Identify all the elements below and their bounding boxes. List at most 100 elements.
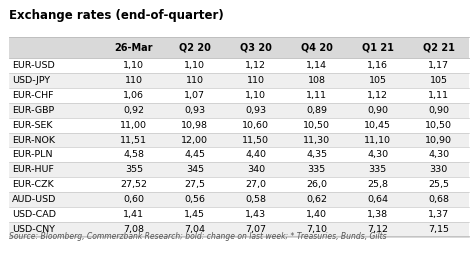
Text: 0,92: 0,92	[123, 106, 144, 115]
Text: 1,11: 1,11	[428, 91, 449, 100]
Text: 335: 335	[308, 165, 326, 174]
Text: EUR-PLN: EUR-PLN	[12, 151, 52, 159]
Text: 10,60: 10,60	[242, 121, 269, 130]
Text: 27,5: 27,5	[184, 180, 205, 189]
Text: 7,15: 7,15	[428, 225, 449, 234]
Text: EUR-SEK: EUR-SEK	[12, 121, 52, 130]
Bar	[9, 37, 469, 58]
Text: 110: 110	[186, 76, 204, 85]
Text: 7,04: 7,04	[184, 225, 205, 234]
Text: 0,90: 0,90	[367, 106, 388, 115]
Text: EUR-CZK: EUR-CZK	[12, 180, 54, 189]
Text: 26,0: 26,0	[306, 180, 327, 189]
Text: Q1 21: Q1 21	[362, 42, 394, 53]
Text: 108: 108	[308, 76, 326, 85]
Text: 1,38: 1,38	[367, 210, 388, 219]
Text: 0,62: 0,62	[306, 195, 327, 204]
Text: 330: 330	[429, 165, 448, 174]
Bar	[9, 177, 469, 192]
Text: 1,43: 1,43	[245, 210, 266, 219]
Text: 10,90: 10,90	[425, 135, 452, 144]
Bar	[9, 88, 469, 103]
Text: EUR-GBP: EUR-GBP	[12, 106, 54, 115]
Text: 1,11: 1,11	[306, 91, 327, 100]
Text: 0,60: 0,60	[123, 195, 144, 204]
Text: 1,14: 1,14	[306, 61, 327, 70]
Text: 0,90: 0,90	[428, 106, 449, 115]
Text: 4,58: 4,58	[123, 151, 144, 159]
Text: 110: 110	[247, 76, 265, 85]
Bar	[9, 147, 469, 162]
Text: 1,10: 1,10	[123, 61, 144, 70]
Bar	[9, 73, 469, 88]
Text: 1,12: 1,12	[245, 61, 266, 70]
Bar	[9, 58, 469, 73]
Text: 4,30: 4,30	[428, 151, 449, 159]
Text: 0,93: 0,93	[184, 106, 205, 115]
Text: 11,10: 11,10	[365, 135, 391, 144]
Text: 1,16: 1,16	[367, 61, 388, 70]
Text: 110: 110	[125, 76, 143, 85]
Text: 335: 335	[369, 165, 387, 174]
Text: 0,89: 0,89	[306, 106, 327, 115]
Text: 0,64: 0,64	[367, 195, 388, 204]
Text: 355: 355	[125, 165, 143, 174]
Text: EUR-CHF: EUR-CHF	[12, 91, 54, 100]
Text: Exchange rates (end-of-quarter): Exchange rates (end-of-quarter)	[9, 9, 224, 22]
Text: 10,50: 10,50	[425, 121, 452, 130]
Text: 11,30: 11,30	[303, 135, 330, 144]
Text: 4,30: 4,30	[367, 151, 388, 159]
Text: Q4 20: Q4 20	[301, 42, 333, 53]
Text: 1,12: 1,12	[367, 91, 388, 100]
Text: Q2 20: Q2 20	[179, 42, 211, 53]
Text: Q3 20: Q3 20	[240, 42, 272, 53]
Bar	[9, 207, 469, 222]
Text: 1,41: 1,41	[123, 210, 144, 219]
Text: EUR-USD: EUR-USD	[12, 61, 55, 70]
Bar	[9, 162, 469, 177]
Text: USD-JPY: USD-JPY	[12, 76, 50, 85]
Text: USD-CAD: USD-CAD	[12, 210, 56, 219]
Bar	[9, 222, 469, 237]
Text: 105: 105	[430, 76, 448, 85]
Text: 7,08: 7,08	[123, 225, 144, 234]
Text: AUD-USD: AUD-USD	[12, 195, 56, 204]
Text: 0,93: 0,93	[245, 106, 266, 115]
Text: 7,12: 7,12	[367, 225, 388, 234]
Text: EUR-HUF: EUR-HUF	[12, 165, 54, 174]
Text: 27,0: 27,0	[245, 180, 266, 189]
Bar	[9, 133, 469, 147]
Text: 10,50: 10,50	[303, 121, 330, 130]
Text: 7,07: 7,07	[245, 225, 266, 234]
Bar	[9, 192, 469, 207]
Text: 1,40: 1,40	[306, 210, 327, 219]
Text: 10,45: 10,45	[365, 121, 391, 130]
Text: 27,52: 27,52	[120, 180, 147, 189]
Text: 4,40: 4,40	[245, 151, 266, 159]
Text: Q2 21: Q2 21	[423, 42, 455, 53]
Text: 0,58: 0,58	[245, 195, 266, 204]
Text: EUR-NOK: EUR-NOK	[12, 135, 55, 144]
Text: 25,5: 25,5	[428, 180, 449, 189]
Text: 4,45: 4,45	[184, 151, 205, 159]
Text: 11,50: 11,50	[242, 135, 269, 144]
Text: Source: Bloomberg, Commerzbank Research; bold: change on last week; * Treasuries: Source: Bloomberg, Commerzbank Research;…	[9, 232, 387, 241]
Text: 4,35: 4,35	[306, 151, 328, 159]
Text: 1,37: 1,37	[428, 210, 449, 219]
Text: 0,68: 0,68	[428, 195, 449, 204]
Text: 1,10: 1,10	[245, 91, 266, 100]
Text: 12,00: 12,00	[181, 135, 208, 144]
Text: 345: 345	[186, 165, 204, 174]
Text: 11,51: 11,51	[120, 135, 147, 144]
Text: 1,45: 1,45	[184, 210, 205, 219]
Text: 25,8: 25,8	[367, 180, 388, 189]
Text: 1,10: 1,10	[184, 61, 205, 70]
Text: 1,17: 1,17	[428, 61, 449, 70]
Bar	[9, 103, 469, 118]
Text: 10,98: 10,98	[181, 121, 208, 130]
Text: 11,00: 11,00	[120, 121, 147, 130]
Text: 0,56: 0,56	[184, 195, 205, 204]
Text: 7,10: 7,10	[306, 225, 327, 234]
Text: 26-Mar: 26-Mar	[115, 42, 153, 53]
Text: 1,06: 1,06	[123, 91, 144, 100]
